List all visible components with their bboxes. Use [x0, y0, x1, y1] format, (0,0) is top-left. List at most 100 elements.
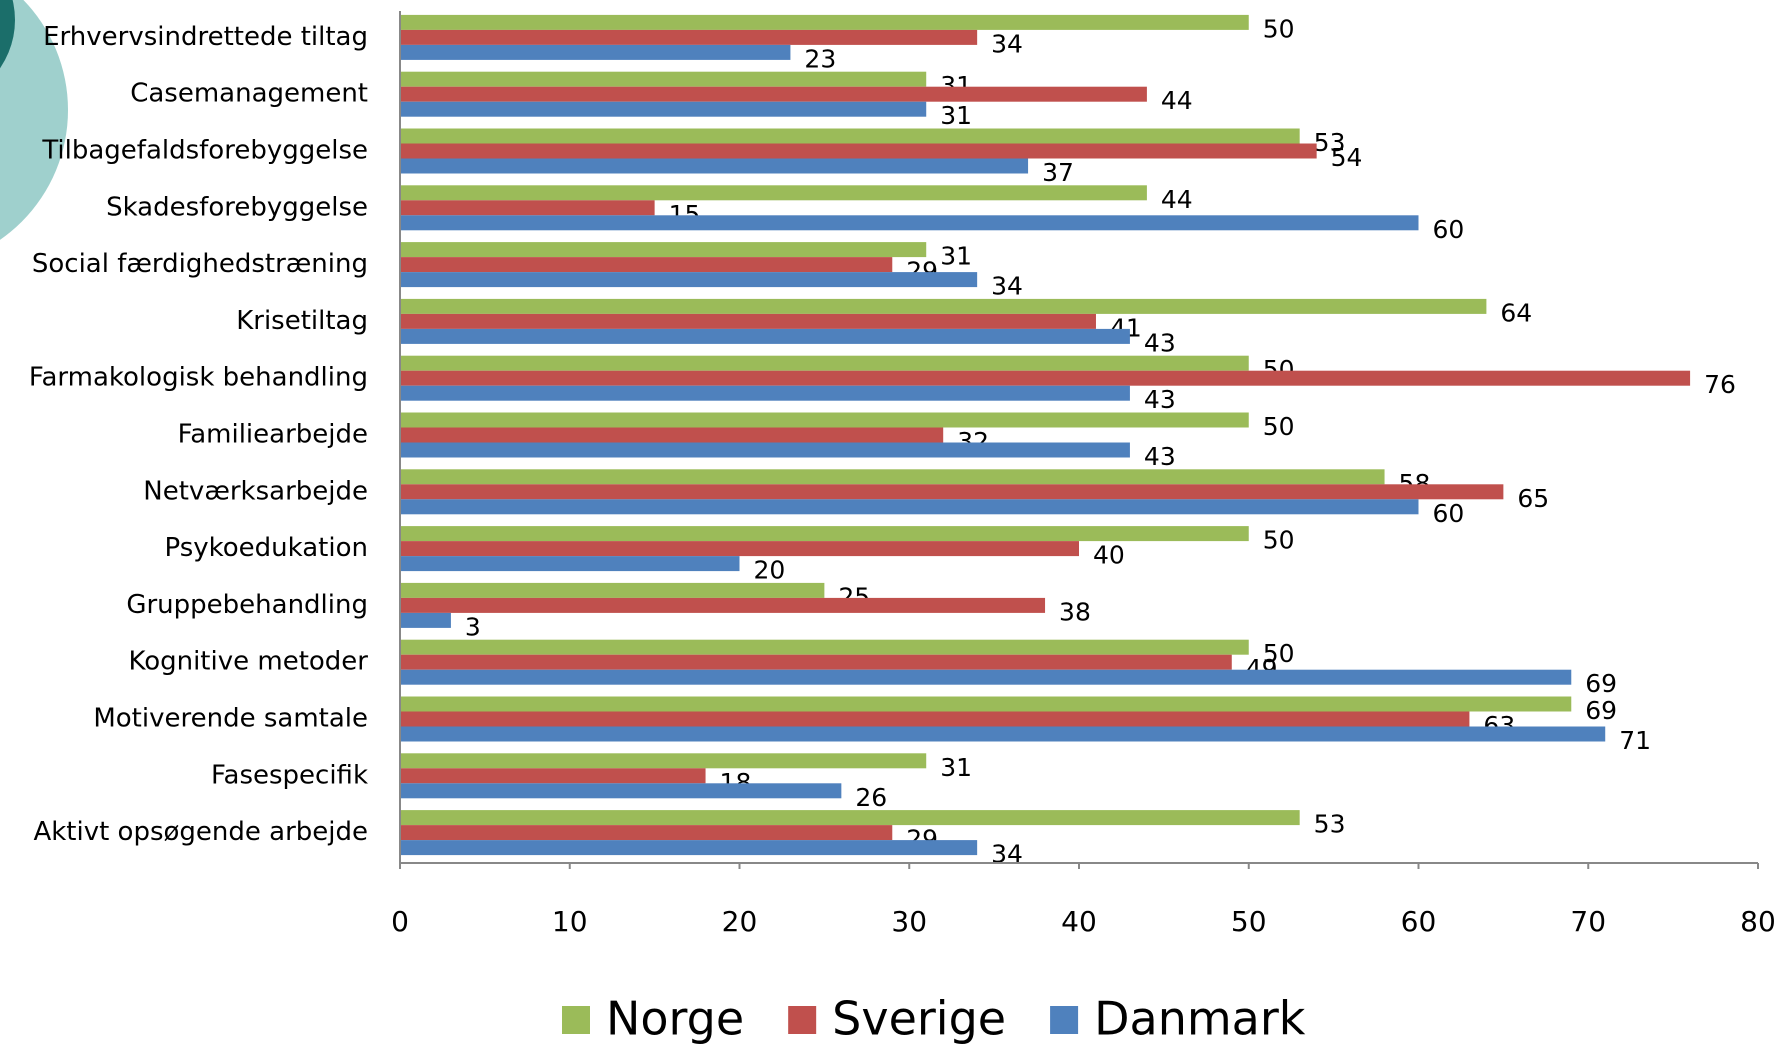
bar: [400, 14, 1249, 30]
bar: [400, 427, 944, 443]
value-label: 69: [1585, 696, 1617, 725]
value-label: 50: [1263, 526, 1295, 555]
bar: [400, 711, 1470, 727]
bar: [400, 597, 1046, 613]
value-label: 20: [754, 556, 786, 585]
bar: [400, 654, 1232, 670]
value-label: 44: [1161, 86, 1193, 115]
bar: [400, 44, 791, 60]
bar: [400, 128, 1300, 144]
value-label: 34: [991, 840, 1023, 869]
value-label: 60: [1433, 499, 1465, 528]
bar: [400, 825, 893, 841]
value-label: 54: [1331, 143, 1363, 172]
value-label: 65: [1517, 484, 1549, 513]
bar: [400, 412, 1249, 428]
y-tick-label: Familiearbejde: [178, 420, 368, 450]
value-label: 53: [1314, 128, 1346, 157]
bar: [400, 257, 893, 273]
bar: [400, 158, 1029, 174]
bar: [400, 726, 1606, 742]
x-tick-label: 20: [722, 905, 758, 938]
x-tick-label: 50: [1231, 905, 1267, 938]
value-label: 34: [991, 29, 1023, 58]
value-label: 34: [991, 272, 1023, 301]
bar: [400, 442, 1130, 458]
value-label: 3: [465, 612, 481, 641]
bar: [400, 328, 1130, 344]
bar: [400, 556, 740, 572]
value-label: 40: [1093, 541, 1125, 570]
y-tick-label: Erhvervsindrettede tiltag: [43, 22, 368, 52]
value-label: 64: [1500, 298, 1532, 327]
y-tick-label: Kognitive metoder: [128, 647, 368, 677]
legend-label: Sverige: [832, 992, 1006, 1044]
legend-label: Norge: [606, 992, 744, 1044]
bar: [400, 215, 1419, 231]
value-label: 26: [855, 783, 887, 812]
value-label: 44: [1161, 185, 1193, 214]
y-tick-label: Casemanagement: [130, 79, 368, 109]
y-tick-label: Psykoedukation: [164, 533, 368, 563]
value-label: 31: [940, 101, 972, 130]
y-tick-label: Motiverende samtale: [93, 704, 368, 734]
x-tick-label: 40: [1061, 905, 1097, 938]
value-label: 43: [1144, 442, 1176, 471]
value-label: 76: [1704, 370, 1736, 399]
bar: [400, 612, 451, 628]
bar: [400, 484, 1504, 500]
value-label: 69: [1585, 669, 1617, 698]
value-label: 50: [1263, 639, 1295, 668]
bar: [400, 71, 927, 87]
bar: [400, 840, 978, 856]
value-label: 60: [1433, 215, 1465, 244]
value-label: 43: [1144, 328, 1176, 357]
x-tick-label: 10: [552, 905, 588, 938]
bar: [400, 86, 1147, 102]
bar: [400, 639, 1249, 655]
y-tick-label: Social færdighedstræning: [32, 249, 368, 279]
bar: [400, 29, 978, 45]
bar: [400, 582, 825, 598]
value-label: 38: [1059, 597, 1091, 626]
value-label: 50: [1263, 412, 1295, 441]
x-tick-label: 60: [1401, 905, 1437, 938]
x-tick-label: 30: [891, 905, 927, 938]
bar: [400, 242, 927, 258]
bar: [400, 143, 1317, 159]
bar: [400, 101, 927, 117]
value-label: 71: [1619, 726, 1651, 755]
bar: [400, 355, 1249, 371]
decoration: [0, 0, 68, 240]
x-tick-label: 70: [1570, 905, 1606, 938]
bar: [400, 313, 1096, 329]
bar: [400, 541, 1079, 557]
value-label: 43: [1144, 385, 1176, 414]
legend-swatch: [788, 1006, 817, 1034]
bar: [400, 753, 927, 769]
legend-swatch: [1050, 1006, 1079, 1034]
bar: [400, 200, 655, 216]
bar: [400, 385, 1130, 401]
x-tick-label: 0: [391, 905, 409, 938]
bar: [400, 469, 1385, 485]
legend-swatch: [562, 1006, 590, 1034]
value-label: 50: [1263, 14, 1295, 43]
y-tick-label: Gruppebehandling: [126, 590, 368, 620]
value-label: 37: [1042, 158, 1074, 187]
bar: [400, 696, 1572, 712]
y-tick-label: Skadesforebyggelse: [106, 192, 368, 222]
bar: [400, 669, 1572, 685]
bar: [400, 783, 842, 799]
decoration: [0, 0, 15, 69]
y-tick-label: Fasespecifik: [211, 760, 368, 790]
y-tick-label: Tilbagefaldsforebyggelse: [41, 136, 368, 166]
legend-label: Danmark: [1094, 992, 1306, 1044]
y-tick-label: Aktivt opsøgende arbejde: [33, 817, 368, 847]
y-tick-label: Krisetiltag: [236, 306, 368, 336]
bar: [400, 272, 978, 288]
y-tick-label: Farmakologisk behandling: [29, 363, 368, 393]
bar: [400, 370, 1691, 386]
value-label: 53: [1314, 810, 1346, 839]
value-label: 23: [804, 44, 836, 73]
